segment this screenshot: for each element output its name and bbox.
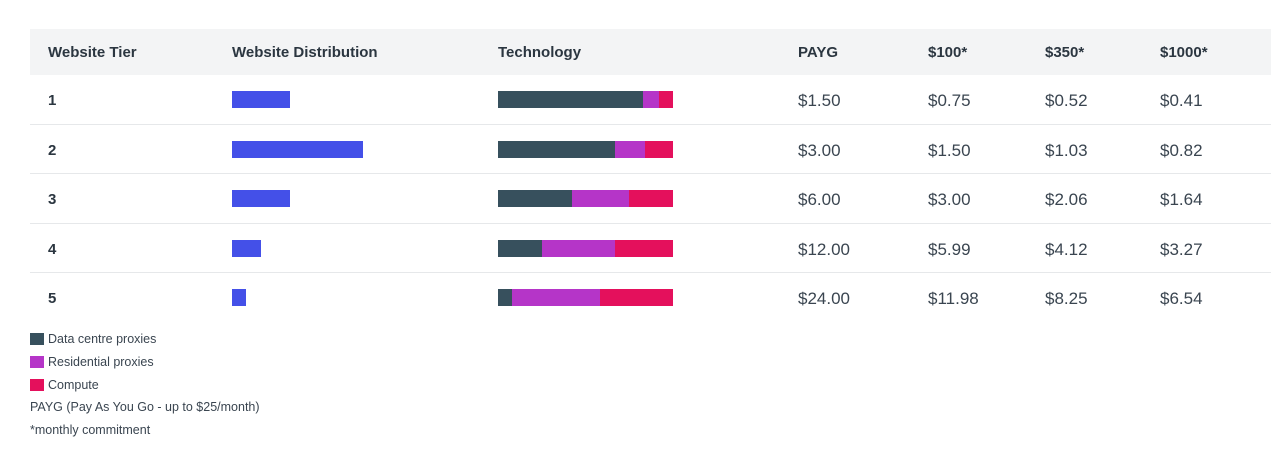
legend-item-compute: Compute bbox=[30, 373, 260, 396]
price-100-cell: $3.00 bbox=[928, 190, 971, 209]
technology-bar bbox=[498, 190, 673, 207]
distribution-bar bbox=[232, 91, 290, 108]
legend-item-datacentre: Data centre proxies bbox=[30, 327, 260, 350]
header-website-tier: Website Tier bbox=[48, 44, 137, 61]
distribution-bar bbox=[232, 289, 247, 306]
tier-cell: 2 bbox=[48, 141, 57, 159]
table-row: 3 $6.00 $3.00 $2.06 $1.64 bbox=[30, 174, 1271, 224]
technology-bar bbox=[498, 289, 673, 306]
residential-segment bbox=[541, 239, 616, 257]
legend-label-residential: Residential proxies bbox=[48, 354, 154, 369]
price-1000-cell: $6.54 bbox=[1160, 289, 1203, 308]
pricing-table: Website Tier Website Distribution Techno… bbox=[30, 29, 1271, 323]
datacentre-segment bbox=[498, 239, 542, 257]
datacentre-segment bbox=[498, 91, 644, 108]
price-350-cell: $2.06 bbox=[1045, 190, 1088, 209]
header-payg: PAYG bbox=[798, 44, 839, 61]
payg-cell: $6.00 bbox=[798, 190, 841, 209]
tier-cell: 3 bbox=[48, 191, 57, 208]
residential-segment bbox=[512, 289, 600, 306]
price-100-cell: $11.98 bbox=[928, 289, 979, 308]
residential-segment bbox=[615, 140, 645, 158]
price-1000-cell: $0.82 bbox=[1160, 140, 1203, 160]
header-price-350: $350* bbox=[1045, 44, 1085, 61]
datacentre-segment bbox=[498, 289, 512, 306]
price-1000-cell: $1.64 bbox=[1160, 190, 1203, 209]
payg-cell: $1.50 bbox=[798, 91, 841, 110]
compute-segment bbox=[615, 239, 673, 257]
payg-cell: $24.00 bbox=[798, 289, 850, 308]
compute-swatch bbox=[30, 378, 44, 391]
legend: Data centre proxies Residential proxies … bbox=[30, 327, 260, 442]
price-1000-cell: $3.27 bbox=[1160, 239, 1203, 259]
compute-segment bbox=[659, 91, 673, 108]
datacentre-swatch bbox=[30, 332, 44, 345]
datacentre-segment bbox=[498, 140, 616, 158]
legend-label-datacentre: Data centre proxies bbox=[48, 331, 157, 346]
price-100-cell: $1.50 bbox=[928, 140, 971, 160]
technology-bar bbox=[498, 239, 673, 257]
table-body: 1 $1.50 $0.75 $0.52 $0.41 2 $3.00 $1.50 $1.03 $0.… bbox=[30, 75, 1271, 323]
datacentre-segment bbox=[498, 190, 572, 207]
header-price-100: $100* bbox=[928, 44, 968, 61]
price-350-cell: $4.12 bbox=[1045, 239, 1088, 259]
distribution-bar bbox=[232, 239, 261, 257]
price-100-cell: $0.75 bbox=[928, 91, 971, 110]
residential-segment bbox=[571, 190, 630, 207]
table-row: 5 $24.00 $11.98 $8.25 $6.54 bbox=[30, 273, 1271, 323]
price-350-cell: $0.52 bbox=[1045, 91, 1088, 110]
payg-note: PAYG (Pay As You Go - up to $25/month) bbox=[30, 400, 260, 414]
header-website-distribution: Website Distribution bbox=[232, 44, 378, 61]
table-row: 2 $3.00 $1.50 $1.03 $0.82 bbox=[30, 125, 1271, 174]
compute-segment bbox=[645, 140, 673, 158]
compute-segment bbox=[629, 190, 673, 207]
table-header: Website Tier Website Distribution Techno… bbox=[30, 29, 1271, 75]
compute-segment bbox=[599, 289, 673, 306]
tier-cell: 1 bbox=[48, 92, 57, 109]
price-350-cell: $1.03 bbox=[1045, 140, 1088, 160]
residential-segment bbox=[643, 91, 659, 108]
header-technology: Technology bbox=[498, 44, 582, 61]
legend-item-residential: Residential proxies bbox=[30, 350, 260, 373]
legend-label-compute: Compute bbox=[48, 377, 99, 392]
price-1000-cell: $0.41 bbox=[1160, 91, 1203, 110]
technology-bar bbox=[498, 91, 673, 108]
price-350-cell: $8.25 bbox=[1045, 289, 1088, 308]
monthly-commitment-note: *monthly commitment bbox=[30, 423, 151, 437]
payg-cell: $12.00 bbox=[798, 239, 850, 259]
tier-cell: 5 bbox=[48, 290, 57, 307]
tier-cell: 4 bbox=[48, 240, 57, 258]
distribution-bar bbox=[232, 140, 363, 158]
residential-swatch bbox=[30, 355, 44, 368]
technology-bar bbox=[498, 140, 673, 158]
distribution-bar bbox=[232, 190, 290, 207]
header-price-1000: $1000* bbox=[1160, 44, 1208, 61]
payg-cell: $3.00 bbox=[798, 140, 841, 160]
table-row: 1 $1.50 $0.75 $0.52 $0.41 bbox=[30, 75, 1271, 125]
price-100-cell: $5.99 bbox=[928, 239, 971, 259]
table-row: 4 $12.00 $5.99 $4.12 $3.27 bbox=[30, 224, 1271, 273]
